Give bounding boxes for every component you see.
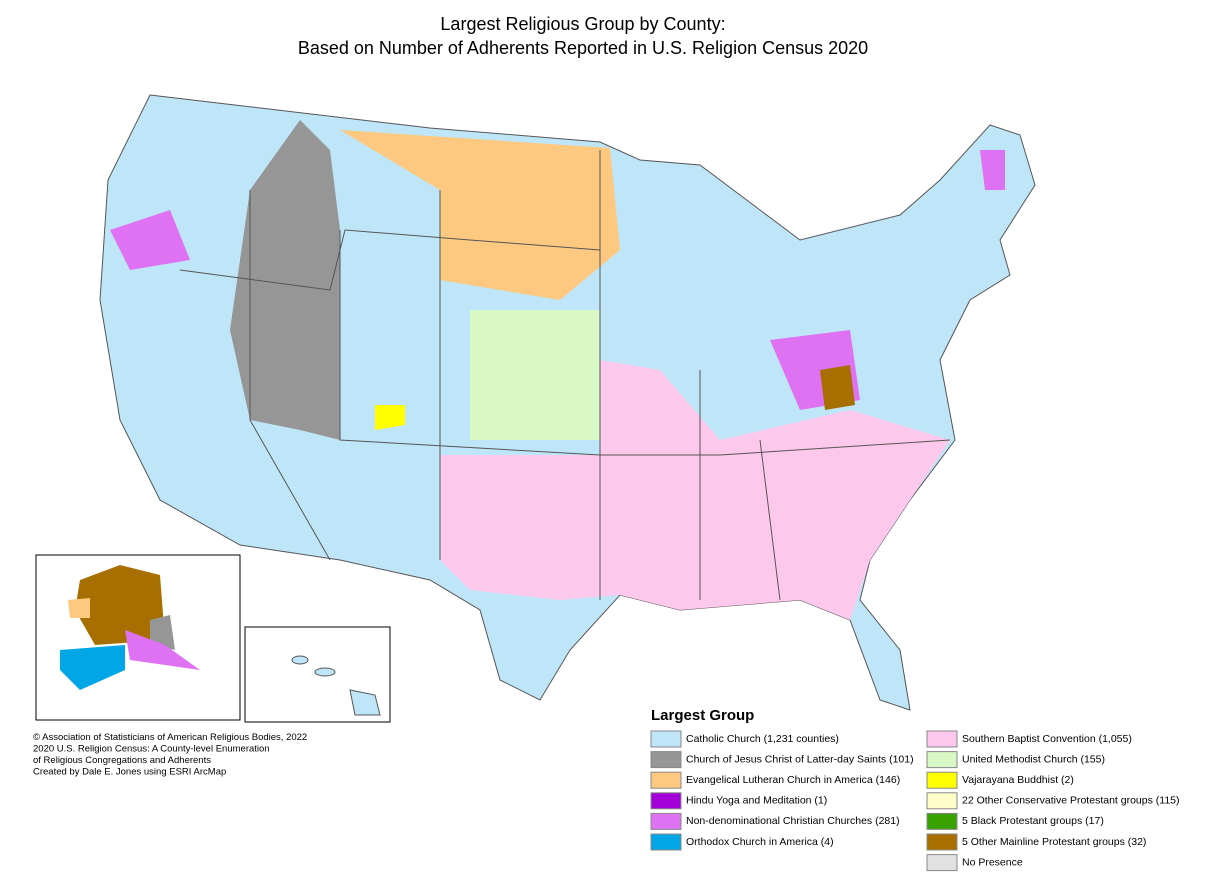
credit-line: Created by Dale E. Jones using ESRI ArcM… [33,767,226,778]
state-line [249,190,331,561]
hawaii-island [314,667,336,677]
alaska-region [150,615,175,650]
alaska-region [60,645,125,690]
legend-label: Evangelical Lutheran Church in America (… [686,774,900,786]
legend-label: Vajarayana Buddhist (2) [962,774,1074,786]
legend-swatch [926,771,958,789]
credit-line: of Religious Congregations and Adherents [33,755,211,766]
credit-line: © Association of Statisticians of Americ… [33,732,307,743]
legend: Catholic Church (1,231 counties) Church o… [650,730,1180,872]
map-region [440,360,950,620]
legend-swatch [650,730,682,748]
legend-label: Non-denominational Christian Churches (2… [686,815,900,827]
legend-label: 22 Other Conservative Protestant groups … [962,795,1180,807]
legend-label: 5 Other Mainline Protestant groups (32) [962,836,1146,848]
legend-label: Church of Jesus Christ of Latter-day Sai… [686,753,914,765]
hawaii-island [291,655,309,665]
legend-swatch [926,730,958,748]
alaska-region [75,565,165,645]
alaska-region [125,630,200,670]
legend-swatch [926,792,958,810]
title-line: Based on Number of Adherents Reported in… [298,38,868,58]
state-line [179,229,601,291]
credit-line: 2020 U.S. Religion Census: A County-leve… [33,744,270,755]
map-region [980,150,1005,190]
us-map [99,94,1036,711]
legend-swatch [926,833,958,851]
state-line [759,439,781,601]
legend-label: United Methodist Church (155) [962,753,1105,765]
map-region [230,120,340,440]
map-region [820,365,855,410]
map-region [470,310,600,440]
legend-swatch [650,751,682,769]
legend-swatch [650,812,682,830]
legend-swatch [650,792,682,810]
map-region [375,405,405,430]
legend-title: Largest Group [651,707,754,724]
legend-swatch [926,751,958,769]
title-line: Largest Religious Group by County: [440,14,725,34]
map-region [340,130,620,300]
legend-label: 5 Black Protestant groups (17) [962,815,1104,827]
legend-label: Southern Baptist Convention (1,055) [962,733,1132,745]
legend-label: Catholic Church (1,231 counties) [686,733,839,745]
legend-label: No Presence [962,856,1023,868]
map-region [110,210,190,270]
legend-swatch [926,854,958,872]
legend-swatch [926,812,958,830]
legend-label: Orthodox Church in America (4) [686,836,834,848]
hawaii-island [349,689,381,716]
legend-swatch [650,771,682,789]
legend-swatch [650,833,682,851]
credits: © Association of Statisticians of Americ… [33,732,307,778]
alaska-region [68,598,90,618]
legend-label: Hindu Yoga and Meditation (1) [686,795,827,807]
